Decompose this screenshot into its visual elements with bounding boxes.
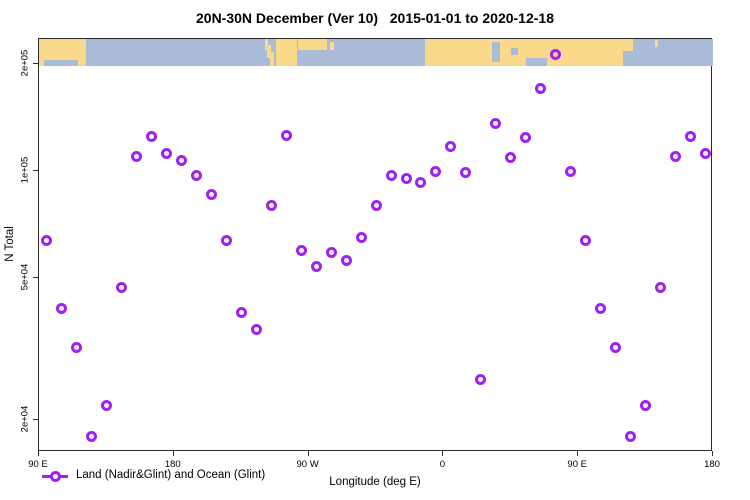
x-tick-mark <box>307 451 309 456</box>
ocean-segment <box>525 58 548 66</box>
data-point <box>460 167 472 179</box>
data-point <box>595 303 607 315</box>
data-point <box>685 131 696 142</box>
land-segment <box>270 52 274 66</box>
x-tick-label: 90 E <box>28 459 48 470</box>
x-tick-label: 90 W <box>296 459 319 470</box>
data-point <box>325 247 337 259</box>
y-tick-mark <box>33 170 38 171</box>
x-axis-label: Longitude (deg E) <box>329 476 421 488</box>
data-point <box>130 150 142 162</box>
data-point <box>85 430 97 442</box>
data-point <box>655 282 667 294</box>
data-point <box>340 255 352 267</box>
legend-point-symbol <box>49 470 61 482</box>
data-point <box>41 234 52 246</box>
data-point <box>430 165 442 177</box>
data-point <box>505 152 517 164</box>
data-point <box>56 303 67 315</box>
data-point <box>70 341 82 353</box>
plot-area: Land (Nadir&Glint) and Ocean (Glint) <box>38 38 713 482</box>
land-segment <box>654 40 659 47</box>
land-segment <box>264 39 268 51</box>
data-point <box>235 307 247 319</box>
ocean-segment <box>510 47 519 56</box>
y-tick-label: 2e+05 <box>19 49 31 77</box>
land-segment <box>623 39 633 51</box>
data-point <box>310 260 322 272</box>
data-point <box>265 200 277 211</box>
data-point <box>700 148 711 159</box>
data-point <box>160 148 172 159</box>
x-tick-label: 90 E <box>567 459 587 470</box>
x-tick-label: 180 <box>704 459 720 470</box>
data-point <box>580 234 592 246</box>
x-tick-mark <box>38 451 39 456</box>
x-tick-mark <box>712 451 713 456</box>
y-tick-mark <box>33 277 38 279</box>
data-point <box>445 141 457 153</box>
y-tick-mark <box>33 418 38 420</box>
data-point <box>175 155 187 166</box>
data-point <box>400 173 412 185</box>
y-axis-label: N Total <box>4 226 16 262</box>
land-segment <box>298 39 327 51</box>
data-point <box>115 282 127 294</box>
legend-label: Land (Nadir&Glint) and Ocean (Glint) <box>76 469 266 481</box>
land-segment <box>275 39 298 66</box>
data-point <box>490 117 502 129</box>
x-tick-mark <box>577 451 579 456</box>
data-point <box>205 188 217 200</box>
y-tick-mark <box>33 62 38 64</box>
data-point <box>370 200 382 211</box>
data-point <box>535 83 547 95</box>
y-tick-label: 2e+04 <box>19 405 31 433</box>
x-tick-label: 0 <box>439 459 446 470</box>
data-point <box>145 131 157 142</box>
x-tick-mark <box>172 451 174 456</box>
data-point <box>190 170 202 182</box>
data-point <box>355 232 367 244</box>
data-point <box>550 49 562 61</box>
data-point <box>520 132 532 144</box>
x-tick-mark <box>442 451 444 456</box>
data-point <box>250 323 262 335</box>
data-point <box>295 244 307 256</box>
data-point <box>385 170 397 182</box>
data-point <box>610 341 622 353</box>
data-point <box>415 176 427 188</box>
land-segment <box>330 42 334 51</box>
ocean-segment <box>492 41 500 62</box>
land-segment <box>425 39 624 66</box>
y-tick-label: 1e+05 <box>19 156 31 184</box>
data-point <box>670 150 682 162</box>
data-point <box>565 165 577 177</box>
x-tick-label: 180 <box>164 459 181 470</box>
data-point <box>625 430 637 442</box>
ocean-segment <box>43 59 78 66</box>
land-segment <box>267 44 271 59</box>
data-point <box>475 373 487 385</box>
data-point <box>640 399 652 411</box>
data-point <box>100 399 112 411</box>
y-tick-label: 5e+04 <box>19 263 31 291</box>
land-ocean-map-band <box>39 39 713 66</box>
data-point <box>220 234 232 246</box>
data-point <box>280 129 292 141</box>
chart-title: 20N-30N December (Ver 10) 2015-01-01 to … <box>196 10 554 26</box>
